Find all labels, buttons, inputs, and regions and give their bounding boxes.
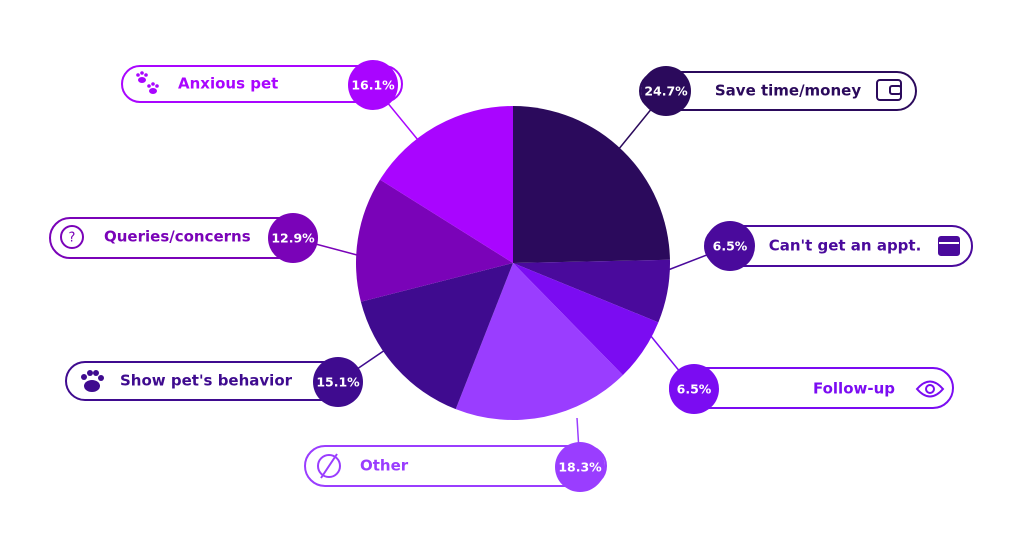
icon-wallet (889, 85, 902, 95)
value-label: 12.9% (271, 231, 315, 246)
value-badge (641, 66, 691, 116)
category-label: Anxious pet (178, 75, 278, 93)
icon-other (320, 453, 338, 479)
callout-box (639, 71, 917, 111)
icon-question (60, 225, 84, 249)
icon-calendar (938, 236, 960, 256)
value-label: 16.1% (351, 78, 395, 93)
icon-paws (136, 71, 159, 94)
value-badge (669, 364, 719, 414)
category-label: Show pet's behavior (120, 372, 293, 390)
callout-box (121, 65, 403, 103)
pie-slice (455, 263, 623, 420)
pie-slice (360, 263, 513, 410)
pie-slice (513, 263, 659, 376)
icon-other (317, 454, 341, 478)
icons: ? (60, 71, 960, 479)
value-label: 6.5% (713, 239, 748, 254)
icon-eye (925, 384, 935, 394)
value-badge (313, 357, 363, 407)
icon-eye (915, 380, 945, 398)
value-label: 6.5% (677, 382, 712, 397)
value-badge (268, 213, 318, 263)
pie-slice (513, 106, 670, 263)
icon-question: ? (69, 231, 76, 246)
value-badge (348, 60, 398, 110)
value-label: 24.7% (644, 84, 688, 99)
value-badge (705, 221, 755, 271)
category-label: Other (360, 457, 409, 475)
icon-paw (81, 370, 104, 392)
category-label: Follow-up (813, 380, 895, 398)
category-label: Queries/concerns (104, 228, 251, 246)
value-label: 15.1% (316, 375, 360, 390)
pie-slice (513, 259, 671, 323)
category-label: Save time/money (715, 82, 861, 100)
value-badge (555, 442, 605, 492)
pie-slice (379, 106, 513, 263)
value-label: 18.3% (558, 460, 602, 475)
pie-slice (356, 179, 513, 302)
category-label: Can't get an appt. (769, 237, 922, 255)
callout-box (304, 445, 607, 487)
